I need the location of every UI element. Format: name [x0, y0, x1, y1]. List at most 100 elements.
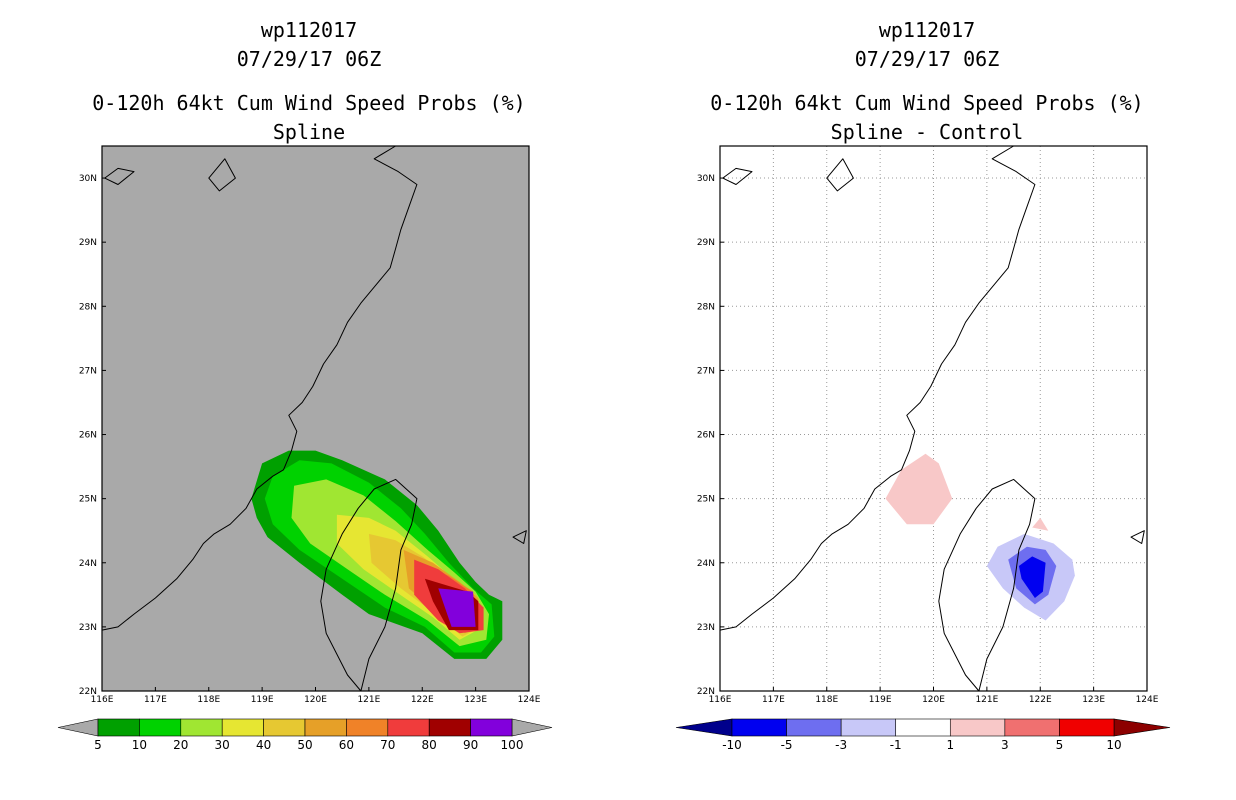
left-x-tick-label: 117E — [144, 695, 167, 705]
right-y-tick-label: 29N — [697, 238, 715, 248]
left-colorbar-swatch — [97, 718, 140, 737]
right-x-tick-label: 123E — [1082, 695, 1105, 705]
right-y-tick-label: 26N — [697, 431, 715, 441]
right-x-tick-label: 124E — [1136, 695, 1159, 705]
right-colorbar-label: -5 — [781, 738, 793, 752]
right-x-tick-label: 117E — [762, 695, 785, 705]
left-colorbar-arrow-low — [57, 718, 99, 737]
left-colorbar-label: 90 — [463, 738, 478, 752]
left-storm-id: wp112017 — [260, 18, 358, 42]
left-colorbar-label: 10 — [132, 738, 147, 752]
left-x-tick-label: 120E — [304, 695, 327, 705]
left-colorbar-swatch — [263, 718, 306, 737]
left-coastline-taiwan — [320, 478, 418, 692]
right-x-tick-label: 120E — [922, 695, 945, 705]
left-x-tick-label: 123E — [464, 695, 487, 705]
left-map-svg: 116E 117E 118E 119E 120E 121E 122E 123E 124E 22N 2… — [57, 145, 553, 752]
left-y-tick-label: 30N — [79, 174, 97, 184]
right-colorbar-label: -10 — [722, 738, 742, 752]
right-coastline-island-north — [826, 158, 854, 192]
right-colorbar-swatch — [1059, 718, 1115, 737]
left-y-tick-label: 24N — [79, 559, 97, 569]
right-contour-1-1 — [1032, 517, 1049, 531]
right-colorbar-label: -1 — [890, 738, 902, 752]
right-coastline-taiwan — [938, 478, 1036, 692]
right-map-svg: 116E 117E 118E 119E 120E 121E 122E 123E 124E 22N 2… — [675, 145, 1171, 752]
left-coastline-island-north — [208, 158, 236, 192]
left-colorbar-label: 100 — [501, 738, 524, 752]
right-x-tick-label: 119E — [869, 695, 892, 705]
left-y-tick-label: 22N — [79, 687, 97, 697]
right-x-tick-label: 122E — [1029, 695, 1052, 705]
right-colorbar-arrow-high — [1113, 718, 1171, 737]
right-colorbar-swatch — [895, 718, 951, 737]
right-chart-panel: 116E 117E 118E 119E 120E 121E 122E 123E 124E 22N 2… — [618, 0, 1236, 800]
right-coastline-mainland — [719, 145, 1036, 631]
right-contour-neg5-4 — [1018, 556, 1046, 598]
right-coastline-island-east — [1130, 530, 1145, 544]
right-y-tick-label: 30N — [697, 174, 715, 184]
left-colorbar-swatch — [428, 718, 471, 737]
left-colorbar-swatch — [346, 718, 389, 737]
left-x-tick-label: 119E — [251, 695, 274, 705]
left-colorbar-label: 60 — [339, 738, 354, 752]
right-chart-subtitle: Spline - Control — [830, 120, 1024, 144]
left-colorbar-arrow-high — [511, 718, 553, 737]
right-colorbar-label: -3 — [835, 738, 847, 752]
right-colorbar-arrow-low — [675, 718, 733, 737]
left-coastline-mainland — [101, 145, 418, 631]
left-y-tick-label: 27N — [79, 366, 97, 376]
left-colorbar-label: 40 — [256, 738, 271, 752]
left-colorbar-label: 80 — [422, 738, 437, 752]
right-storm-id: wp112017 — [878, 18, 976, 42]
right-y-tick-label: 25N — [697, 495, 715, 505]
right-colorbar-swatch — [840, 718, 897, 737]
right-x-tick-label: 118E — [815, 695, 838, 705]
left-x-tick-label: 124E — [518, 695, 541, 705]
right-colorbar-swatch — [786, 718, 842, 737]
left-datetime: 07/29/17 06Z — [236, 47, 382, 71]
left-colorbar-swatch — [470, 718, 513, 737]
left-coastline-island-east — [512, 530, 527, 544]
left-chart-subtitle: Spline — [272, 120, 346, 144]
right-y-tick-label: 27N — [697, 366, 715, 376]
right-colorbar-label: 5 — [1056, 738, 1064, 752]
left-colorbar-label: 5 — [94, 738, 102, 752]
left-coastline-island-northwest — [104, 167, 135, 185]
right-contour-1-0 — [885, 453, 953, 525]
left-colorbar-swatch — [139, 718, 182, 737]
right-colorbar-swatch — [949, 718, 1006, 737]
right-x-tick-label: 121E — [975, 695, 998, 705]
left-colorbar-swatch — [304, 718, 347, 737]
left-x-tick-label: 121E — [357, 695, 380, 705]
left-colorbar-swatch — [180, 718, 223, 737]
left-x-tick-label: 122E — [411, 695, 434, 705]
left-y-tick-label: 25N — [79, 495, 97, 505]
left-chart-title: 0-120h 64kt Cum Wind Speed Probs (%) — [92, 91, 526, 115]
right-colorbar-label: 10 — [1106, 738, 1121, 752]
right-coastline-island-northwest — [722, 167, 753, 185]
right-colorbar-label: 1 — [946, 738, 954, 752]
left-colorbar-swatch — [221, 718, 264, 737]
right-colorbar-swatch — [731, 718, 787, 737]
left-y-tick-label: 29N — [79, 238, 97, 248]
left-y-tick-label: 23N — [79, 623, 97, 633]
right-datetime: 07/29/17 06Z — [854, 47, 1000, 71]
left-colorbar-label: 50 — [297, 738, 312, 752]
right-y-tick-label: 24N — [697, 559, 715, 569]
right-y-tick-label: 22N — [697, 687, 715, 697]
left-x-tick-label: 116E — [91, 695, 114, 705]
right-colorbar-swatch — [1004, 718, 1060, 737]
right-colorbar-label: 3 — [1001, 738, 1009, 752]
left-colorbar-label: 20 — [173, 738, 188, 752]
left-y-tick-label: 28N — [79, 302, 97, 312]
right-y-tick-label: 23N — [697, 623, 715, 633]
right-y-tick-label: 28N — [697, 302, 715, 312]
left-chart-panel: 116E 117E 118E 119E 120E 121E 122E 123E 124E 22N 2… — [57, 18, 553, 752]
right-chart-title: 0-120h 64kt Cum Wind Speed Probs (%) — [710, 91, 1144, 115]
left-colorbar-swatch — [387, 718, 430, 737]
left-contour-90-9 — [438, 588, 476, 627]
left-colorbar-label: 30 — [215, 738, 230, 752]
left-x-tick-label: 118E — [197, 695, 220, 705]
left-colorbar-label: 70 — [380, 738, 395, 752]
